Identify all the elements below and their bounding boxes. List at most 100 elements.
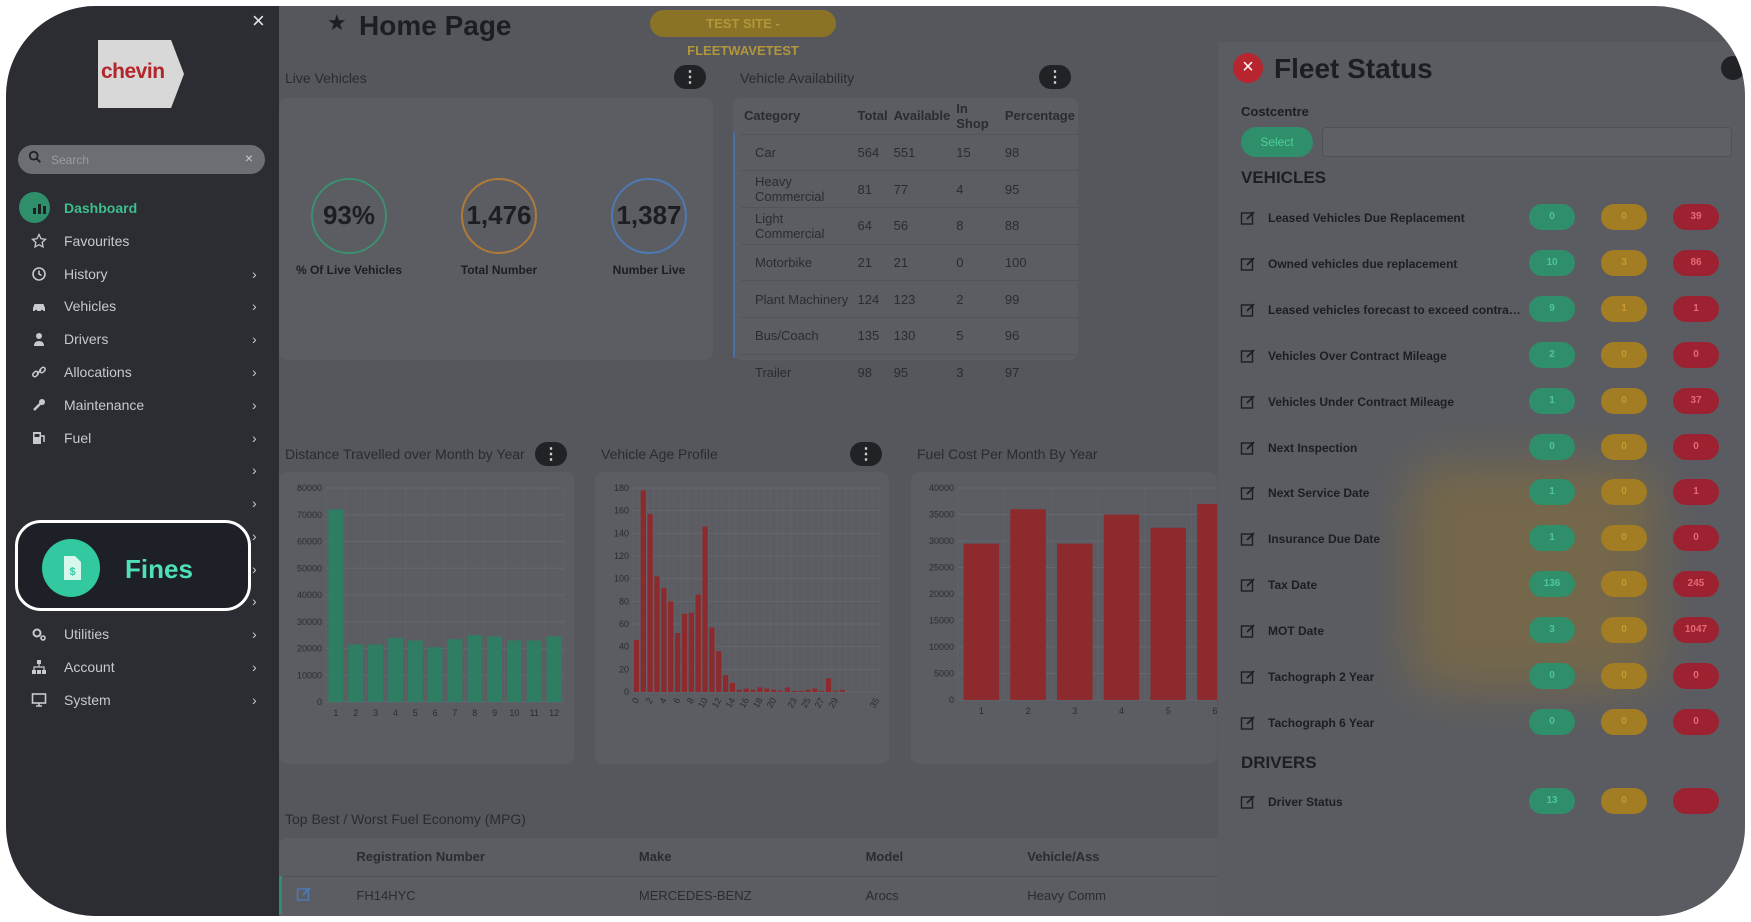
overdue-count-badge[interactable]: 1 <box>1673 295 1719 322</box>
bar[interactable] <box>487 636 503 702</box>
bar[interactable] <box>695 594 701 692</box>
sidebar-item-system[interactable]: System › <box>6 685 279 715</box>
overdue-count-badge[interactable]: 0 <box>1673 525 1719 552</box>
bar[interactable] <box>716 651 722 692</box>
sidebar-item-account[interactable]: Account › <box>6 652 279 682</box>
column-header[interactable]: Model <box>865 849 904 865</box>
ok-count-badge[interactable]: 0 <box>1529 663 1575 689</box>
favourite-star-icon[interactable]: ★ <box>327 10 347 35</box>
bar[interactable] <box>1197 503 1217 700</box>
column-header[interactable]: Total <box>857 108 888 124</box>
bar[interactable] <box>368 644 384 702</box>
vehicle-availability-menu-button[interactable] <box>1039 65 1071 89</box>
overdue-count-badge[interactable]: 1 <box>1673 479 1719 506</box>
overdue-count-badge[interactable]: 245 <box>1673 571 1719 598</box>
warning-count-badge[interactable]: 0 <box>1601 433 1647 460</box>
fleet-status-row[interactable]: Leased Vehicles Due Replacement 0 0 39 <box>1218 203 1745 233</box>
costcentre-select-button[interactable]: Select <box>1241 127 1313 157</box>
fleet-status-row[interactable]: Owned vehicles due replacement 10 3 86 <box>1218 249 1745 279</box>
sidebar-item-hidden[interactable]: › <box>6 521 279 551</box>
bar[interactable] <box>467 635 483 702</box>
ok-count-badge[interactable]: 0 <box>1529 433 1575 460</box>
sidebar-item-fines[interactable]: $ Fines <box>15 520 251 611</box>
sidebar-item-maintenance[interactable]: Maintenance › <box>6 390 279 420</box>
sidebar-item-vehicles[interactable]: Vehicles › <box>6 291 279 321</box>
fleet-status-row[interactable]: Tachograph 2 Year 0 0 0 <box>1218 662 1745 692</box>
sidebar-item-allocations[interactable]: Allocations › <box>6 357 279 387</box>
bar[interactable] <box>729 682 736 692</box>
fleet-status-row[interactable]: Leased vehicles forecast to exceed contr… <box>1218 295 1745 325</box>
bar[interactable] <box>447 639 463 702</box>
sidebar-item-hidden[interactable]: › <box>6 488 279 518</box>
sidebar-item-drivers[interactable]: Drivers › <box>6 324 279 354</box>
ok-count-badge[interactable]: 1 <box>1529 525 1575 552</box>
ok-count-badge[interactable]: 0 <box>1529 204 1575 230</box>
bar[interactable] <box>654 576 660 692</box>
ok-count-badge[interactable]: 0 <box>1529 708 1575 735</box>
sidebar-item-favourites[interactable]: Favourites <box>6 226 279 256</box>
bar[interactable] <box>784 687 790 692</box>
bar[interactable] <box>825 678 832 692</box>
edit-icon[interactable] <box>1240 348 1256 364</box>
overdue-count-badge[interactable]: 39 <box>1673 204 1719 230</box>
bar[interactable] <box>1103 514 1140 701</box>
ok-count-badge[interactable]: 136 <box>1529 571 1575 598</box>
column-header[interactable]: Available <box>893 108 951 124</box>
bar[interactable] <box>702 526 708 692</box>
edit-icon[interactable] <box>279 875 357 914</box>
overdue-count-badge[interactable]: 37 <box>1673 387 1719 414</box>
edit-icon[interactable] <box>1240 623 1256 639</box>
edit-icon[interactable] <box>1240 302 1256 318</box>
bar[interactable] <box>681 613 688 692</box>
sidebar-item-utilities[interactable]: Utilities › <box>6 619 279 649</box>
bar[interactable] <box>328 509 344 702</box>
fleet-status-row[interactable]: Vehicles Over Contract Mileage 2 0 0 <box>1218 341 1745 371</box>
bar[interactable] <box>736 689 742 692</box>
sidebar-item-dashboard[interactable]: Dashboard <box>6 192 279 223</box>
warning-count-badge[interactable]: 0 <box>1601 341 1647 368</box>
warning-count-badge[interactable]: 0 <box>1601 479 1647 506</box>
bar[interactable] <box>750 689 756 692</box>
ok-count-badge[interactable]: 1 <box>1529 479 1575 506</box>
bar[interactable] <box>812 688 818 692</box>
fleet-status-row[interactable]: Driver Status 13 0 <box>1218 787 1745 817</box>
bar[interactable] <box>633 639 640 692</box>
bar[interactable] <box>709 627 715 692</box>
bar[interactable] <box>387 637 403 702</box>
chevin-logo[interactable]: chevin <box>98 40 184 108</box>
fleet-status-row[interactable]: Vehicles Under Contract Mileage 1 0 37 <box>1218 387 1745 417</box>
bar[interactable] <box>839 689 845 692</box>
edit-icon[interactable] <box>1240 669 1256 685</box>
clear-search-icon[interactable]: × <box>244 150 253 166</box>
column-header[interactable]: Vehicle/Ass <box>1027 849 1100 865</box>
distance-chart-menu-button[interactable] <box>535 442 567 466</box>
edit-icon[interactable] <box>1240 210 1256 226</box>
panel-menu-button[interactable] <box>1721 56 1745 80</box>
bar[interactable] <box>546 636 562 702</box>
fleet-status-row[interactable]: Tachograph 6 Year 0 0 0 <box>1218 708 1745 738</box>
overdue-count-badge[interactable]: 0 <box>1673 663 1719 689</box>
warning-count-badge[interactable]: 0 <box>1601 204 1647 230</box>
ok-count-badge[interactable]: 10 <box>1529 249 1575 276</box>
bar[interactable] <box>674 633 681 692</box>
bar[interactable] <box>640 490 646 692</box>
bar[interactable] <box>1057 543 1093 700</box>
table-row[interactable]: FH14HYC MERCEDES-BENZ Arocs Heavy Comm <box>279 875 1229 914</box>
bar[interactable] <box>647 514 653 692</box>
bar[interactable] <box>771 689 777 692</box>
warning-count-badge[interactable]: 3 <box>1601 249 1647 276</box>
age-chart-menu-button[interactable] <box>850 442 882 466</box>
warning-count-badge[interactable]: 0 <box>1601 387 1647 414</box>
edit-icon[interactable] <box>1240 440 1256 456</box>
ok-count-badge[interactable]: 1 <box>1529 387 1575 414</box>
column-header[interactable]: Registration Number <box>356 849 485 865</box>
bar[interactable] <box>819 690 825 692</box>
edit-icon[interactable] <box>1240 394 1256 410</box>
edit-icon[interactable] <box>1240 577 1256 593</box>
bar[interactable] <box>1010 509 1046 700</box>
ok-count-badge[interactable]: 3 <box>1529 617 1575 644</box>
close-sidebar-button[interactable]: × <box>252 8 265 33</box>
column-header[interactable]: Category <box>744 108 801 124</box>
bar[interactable] <box>777 690 784 692</box>
bar[interactable] <box>427 647 443 702</box>
